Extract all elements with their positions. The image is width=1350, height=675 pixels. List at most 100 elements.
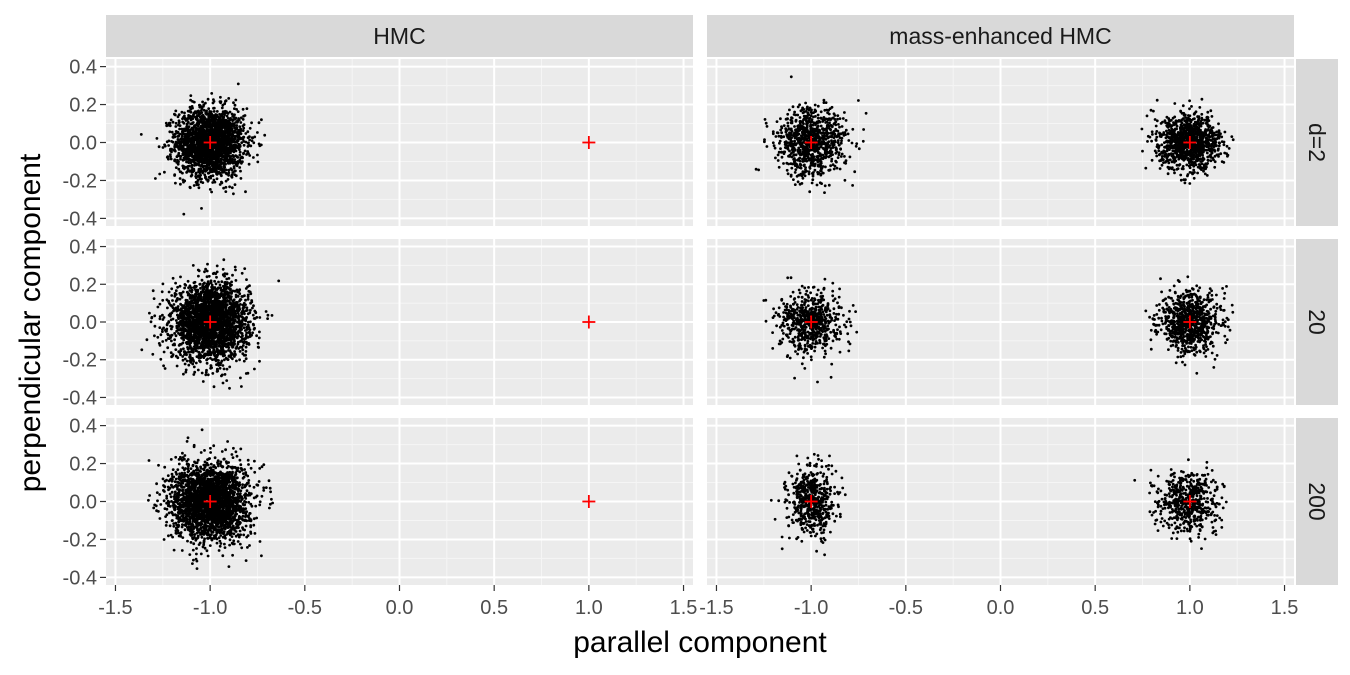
scatter-point: [235, 140, 239, 144]
scatter-point: [234, 331, 237, 334]
scatter-point: [229, 312, 233, 316]
facet-row-label: 200: [1304, 482, 1330, 520]
scatter-point: [213, 324, 217, 328]
scatter-point: [227, 168, 231, 172]
scatter-point: [226, 112, 230, 115]
scatter-point: [238, 166, 242, 169]
scatter-point: [213, 313, 217, 317]
scatter-point: [214, 115, 217, 119]
facet-row-strip-1: [1296, 239, 1338, 405]
scatter-point: [229, 334, 233, 338]
scatter-point: [226, 323, 230, 327]
scatter-point: [225, 126, 229, 130]
scatter-point: [176, 135, 180, 138]
scatter-point: [209, 174, 213, 178]
scatter-point: [232, 307, 236, 311]
scatter-point: [182, 212, 186, 216]
scatter-point: [222, 367, 226, 371]
scatter-point: [234, 279, 238, 282]
scatter-point: [161, 298, 165, 302]
scatter-point: [153, 324, 157, 328]
scatter-point: [255, 334, 258, 338]
scatter-point: [215, 353, 219, 357]
scatter-point: [229, 303, 233, 306]
scatter-point: [213, 286, 217, 289]
scatter-point: [188, 185, 192, 189]
mode-marker: [582, 136, 596, 149]
scatter-point: [249, 320, 252, 324]
scatter-point: [163, 143, 167, 147]
scatter-point: [180, 132, 184, 136]
scatter-point: [179, 170, 183, 174]
scatter-point: [180, 336, 184, 340]
scatter-point: [218, 125, 222, 129]
scatter-point: [208, 119, 212, 123]
scatter-point: [174, 348, 178, 351]
scatter-point: [159, 357, 163, 361]
scatter-point: [232, 166, 236, 170]
scatter-point: [225, 129, 228, 133]
scatter-point: [212, 98, 215, 101]
scatter-point: [210, 290, 214, 294]
scatter-point: [169, 351, 173, 355]
scatter-point: [207, 346, 210, 350]
facet-column-label: mass-enhanced HMC: [889, 23, 1111, 49]
scatter-point: [209, 364, 213, 368]
scatter-point: [164, 524, 168, 527]
scatter-point: [248, 328, 252, 331]
scatter-point: [176, 285, 180, 289]
scatter-point: [241, 306, 245, 310]
scatter-point: [225, 367, 229, 371]
scatter-point: [233, 352, 237, 356]
scatter-point: [147, 459, 151, 462]
scatter-point: [195, 162, 199, 166]
scatter-point: [181, 321, 185, 325]
scatter-point: [156, 305, 160, 309]
scatter-point: [233, 103, 237, 107]
scatter-point: [171, 276, 175, 280]
facet-row-label: d=2: [1304, 123, 1330, 162]
scatter-point: [230, 186, 234, 190]
scatter-point: [219, 150, 223, 153]
scatter-point: [175, 364, 179, 368]
scatter-point: [244, 345, 248, 349]
scatter-point: [236, 82, 240, 86]
scatter-point: [266, 317, 269, 320]
scatter-point: [197, 269, 201, 273]
scatter-point: [176, 115, 180, 119]
scatter-point: [245, 308, 249, 312]
scatter-point: [224, 111, 227, 114]
y-axis-title: perpendicular component: [14, 153, 47, 492]
scatter-point: [239, 376, 242, 380]
scatter-point: [166, 322, 169, 325]
scatter-point: [248, 126, 252, 130]
scatter-point: [250, 299, 254, 302]
scatter-point: [238, 131, 242, 135]
scatter-point: [238, 350, 242, 353]
scatter-point: [221, 147, 225, 151]
scatter-point: [234, 98, 238, 102]
scatter-point: [170, 294, 174, 297]
scatter-point: [184, 301, 188, 305]
scatter-point: [201, 325, 205, 329]
scatter-point: [170, 355, 174, 359]
scatter-point: [217, 167, 221, 171]
scatter-point: [240, 312, 244, 316]
scatter-point: [195, 298, 199, 301]
scatter-point: [170, 311, 174, 315]
scatter-point: [197, 294, 201, 298]
scatter-point: [177, 121, 181, 124]
scatter-point: [199, 360, 202, 364]
scatter-point: [186, 346, 189, 349]
scatter-point: [222, 143, 226, 147]
scatter-point: [192, 325, 196, 329]
scatter-point: [194, 134, 198, 138]
scatter-point: [194, 347, 197, 351]
scatter-point: [221, 110, 225, 113]
scatter-point: [189, 141, 193, 145]
scatter-point: [244, 317, 248, 321]
scatter-point: [197, 163, 201, 167]
scatter-point: [223, 334, 226, 338]
scatter-point: [174, 166, 178, 170]
scatter-point: [171, 120, 175, 124]
